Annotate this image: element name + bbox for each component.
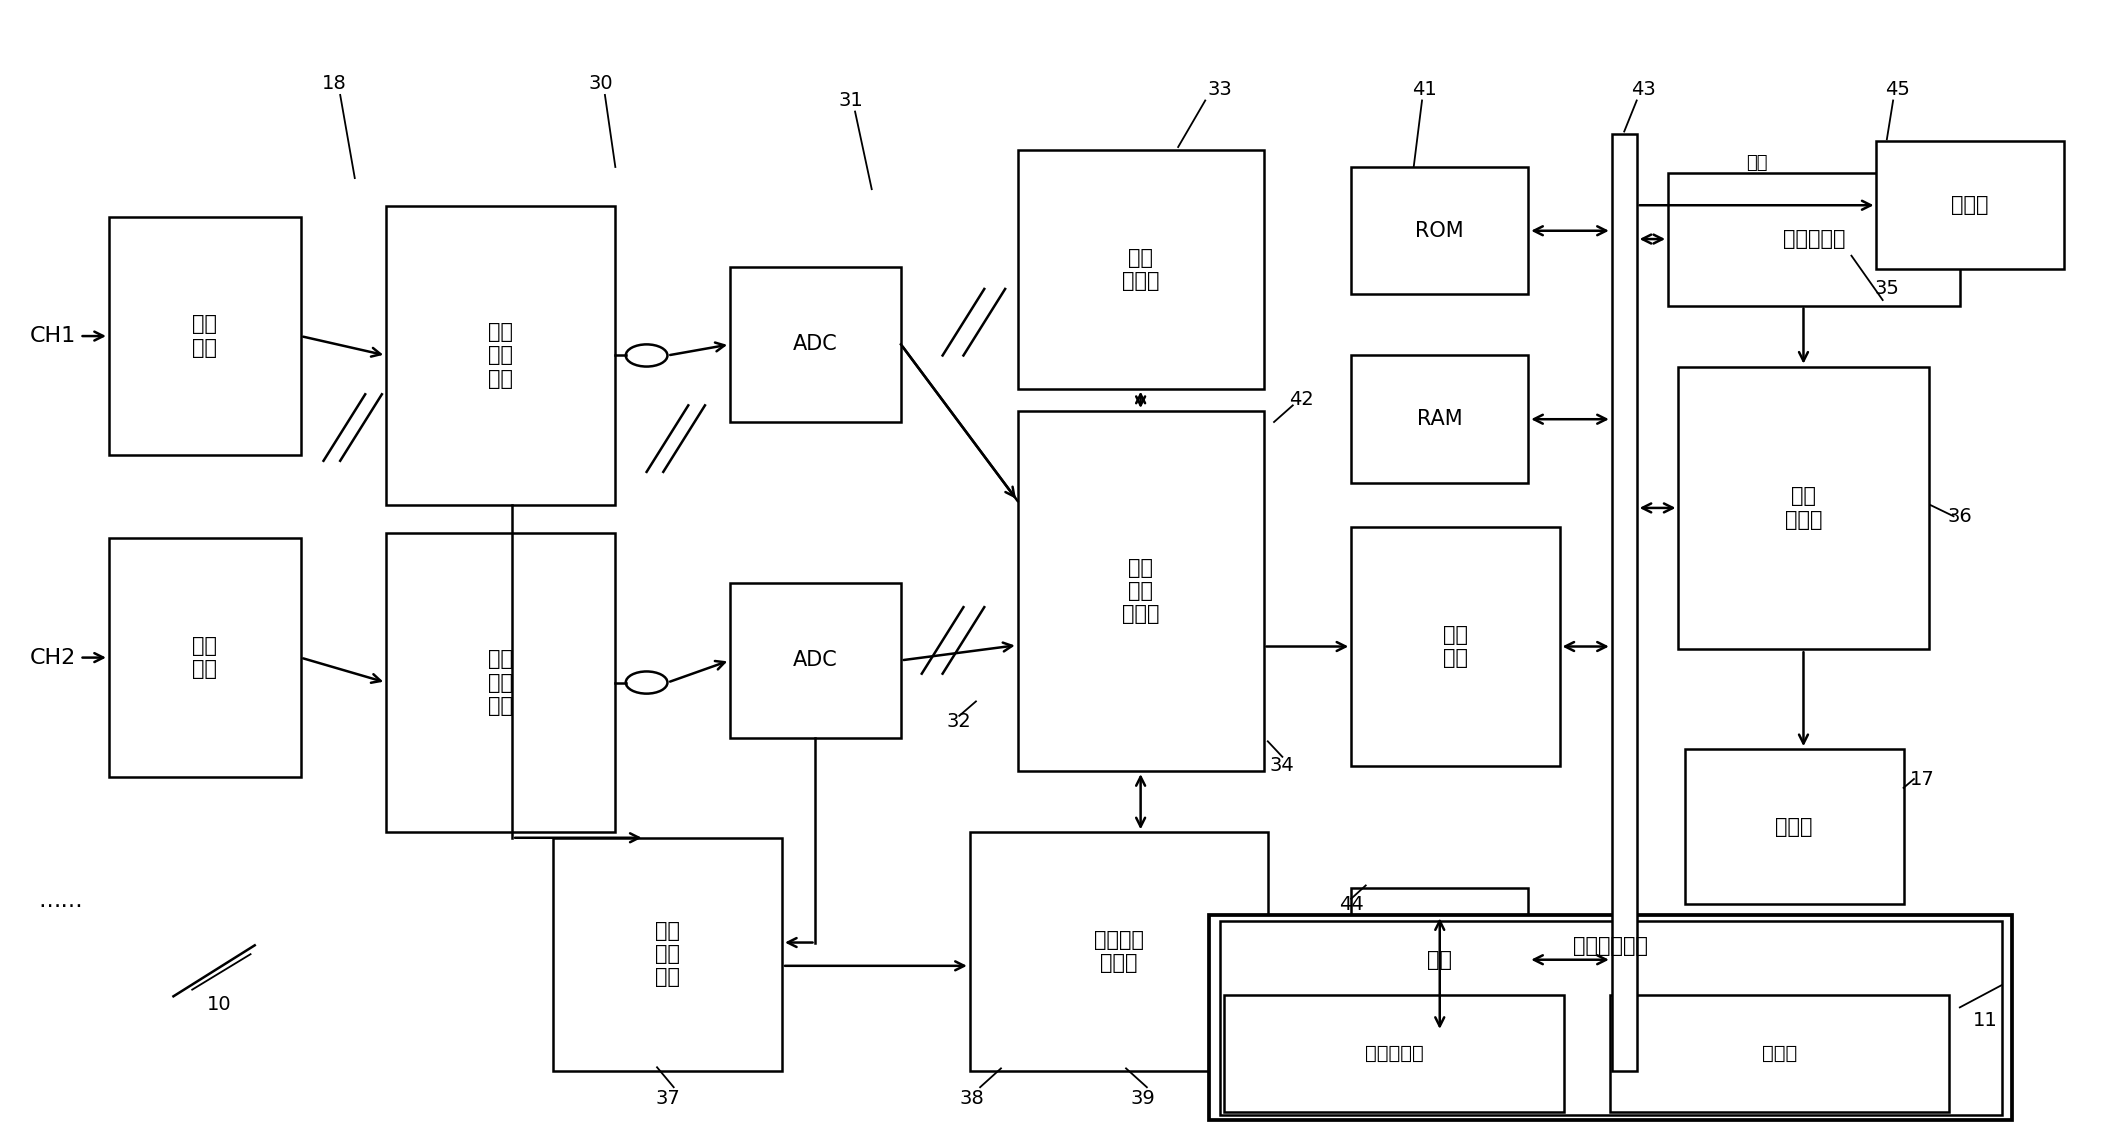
Text: ADC: ADC (793, 335, 838, 354)
Text: 34: 34 (1270, 757, 1295, 775)
Text: 43: 43 (1631, 80, 1655, 99)
Text: 33: 33 (1208, 80, 1232, 99)
Text: 光栅存储器: 光栅存储器 (1782, 229, 1844, 249)
FancyBboxPatch shape (1685, 749, 1904, 904)
FancyBboxPatch shape (1210, 916, 2012, 1120)
Text: 触摸条: 触摸条 (1761, 1044, 1797, 1063)
Text: 18: 18 (321, 74, 347, 94)
Text: 10: 10 (206, 994, 232, 1014)
FancyBboxPatch shape (553, 838, 783, 1071)
Text: 中断: 中断 (1746, 154, 1768, 171)
Text: 采集控制
电　路: 采集控制 电 路 (1093, 929, 1144, 973)
FancyBboxPatch shape (385, 533, 615, 832)
FancyBboxPatch shape (108, 217, 300, 455)
Text: ROM: ROM (1414, 221, 1463, 241)
FancyBboxPatch shape (1668, 173, 1959, 305)
FancyBboxPatch shape (1351, 888, 1529, 1032)
Text: 38: 38 (959, 1089, 985, 1108)
Text: 采集
存储器: 采集 存储器 (1121, 248, 1159, 291)
Text: 接口: 接口 (1427, 950, 1453, 969)
Text: 39: 39 (1129, 1089, 1155, 1108)
Text: 37: 37 (655, 1089, 681, 1108)
Text: 信号
调理
电路: 信号 调理 电路 (489, 649, 513, 716)
Text: CH1: CH1 (30, 326, 77, 346)
Text: 45: 45 (1885, 80, 1910, 99)
FancyBboxPatch shape (1610, 996, 1948, 1112)
Text: 输入
端子: 输入 端子 (191, 314, 217, 358)
FancyBboxPatch shape (1612, 134, 1638, 1071)
Text: 11: 11 (1972, 1012, 1997, 1030)
Text: 显示器: 显示器 (1776, 817, 1812, 837)
FancyBboxPatch shape (1223, 996, 1563, 1112)
Text: 42: 42 (1289, 390, 1314, 409)
Text: ADC: ADC (793, 650, 838, 670)
Text: 信号
采集
处理器: 信号 采集 处理器 (1121, 558, 1159, 624)
Text: CH2: CH2 (30, 648, 77, 668)
Text: 触发
发生
电路: 触发 发生 电路 (655, 921, 681, 988)
FancyBboxPatch shape (108, 538, 300, 777)
Text: ……: …… (38, 890, 83, 911)
Text: 44: 44 (1338, 895, 1363, 913)
Text: 键盘扫描电路: 键盘扫描电路 (1574, 936, 1648, 957)
FancyBboxPatch shape (730, 266, 902, 422)
Text: RAM: RAM (1417, 409, 1463, 430)
FancyBboxPatch shape (1876, 142, 2063, 269)
FancyBboxPatch shape (970, 832, 1268, 1071)
FancyBboxPatch shape (730, 583, 902, 738)
FancyBboxPatch shape (1017, 151, 1263, 389)
Text: 35: 35 (1874, 279, 1899, 298)
FancyBboxPatch shape (1351, 527, 1559, 766)
Text: 按键与旋鈕: 按键与旋鈕 (1366, 1044, 1423, 1063)
FancyBboxPatch shape (1219, 921, 2002, 1114)
Text: 30: 30 (589, 74, 613, 94)
Text: 信号
调理
电路: 信号 调理 电路 (489, 322, 513, 389)
FancyBboxPatch shape (1351, 355, 1529, 483)
Text: 36: 36 (1948, 506, 1972, 526)
Text: 32: 32 (947, 712, 972, 730)
Text: 41: 41 (1412, 80, 1436, 99)
Text: 输入
端子: 输入 端子 (191, 636, 217, 679)
Text: 17: 17 (1910, 769, 1936, 789)
FancyBboxPatch shape (1351, 167, 1529, 295)
Text: 微处
理器: 微处 理器 (1442, 625, 1468, 669)
FancyBboxPatch shape (1678, 367, 1929, 649)
FancyBboxPatch shape (385, 206, 615, 505)
Text: 显示
控制器: 显示 控制器 (1785, 486, 1823, 529)
FancyBboxPatch shape (1017, 410, 1263, 772)
Text: 定时器: 定时器 (1950, 195, 1989, 215)
Text: 31: 31 (838, 91, 864, 110)
